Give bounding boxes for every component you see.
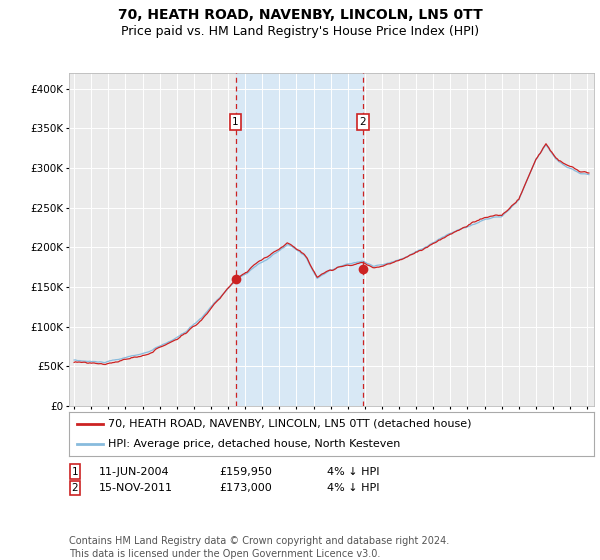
Text: Price paid vs. HM Land Registry's House Price Index (HPI): Price paid vs. HM Land Registry's House …: [121, 25, 479, 38]
Text: 1: 1: [71, 466, 79, 477]
Text: 2: 2: [359, 117, 366, 127]
Text: 70, HEATH ROAD, NAVENBY, LINCOLN, LN5 0TT: 70, HEATH ROAD, NAVENBY, LINCOLN, LN5 0T…: [118, 8, 482, 22]
Bar: [236, 73, 362, 406]
Text: 2: 2: [71, 483, 79, 493]
Text: 15-NOV-2011: 15-NOV-2011: [99, 483, 173, 493]
Text: 1: 1: [232, 117, 239, 127]
Text: 11-JUN-2004: 11-JUN-2004: [99, 466, 170, 477]
Text: 70, HEATH ROAD, NAVENBY, LINCOLN, LN5 0TT (detached house): 70, HEATH ROAD, NAVENBY, LINCOLN, LN5 0T…: [109, 419, 472, 429]
Text: £173,000: £173,000: [219, 483, 272, 493]
Text: Contains HM Land Registry data © Crown copyright and database right 2024.
This d: Contains HM Land Registry data © Crown c…: [69, 536, 449, 559]
Text: 4% ↓ HPI: 4% ↓ HPI: [327, 466, 380, 477]
Text: HPI: Average price, detached house, North Kesteven: HPI: Average price, detached house, Nort…: [109, 439, 401, 449]
Text: 4% ↓ HPI: 4% ↓ HPI: [327, 483, 380, 493]
Text: £159,950: £159,950: [219, 466, 272, 477]
